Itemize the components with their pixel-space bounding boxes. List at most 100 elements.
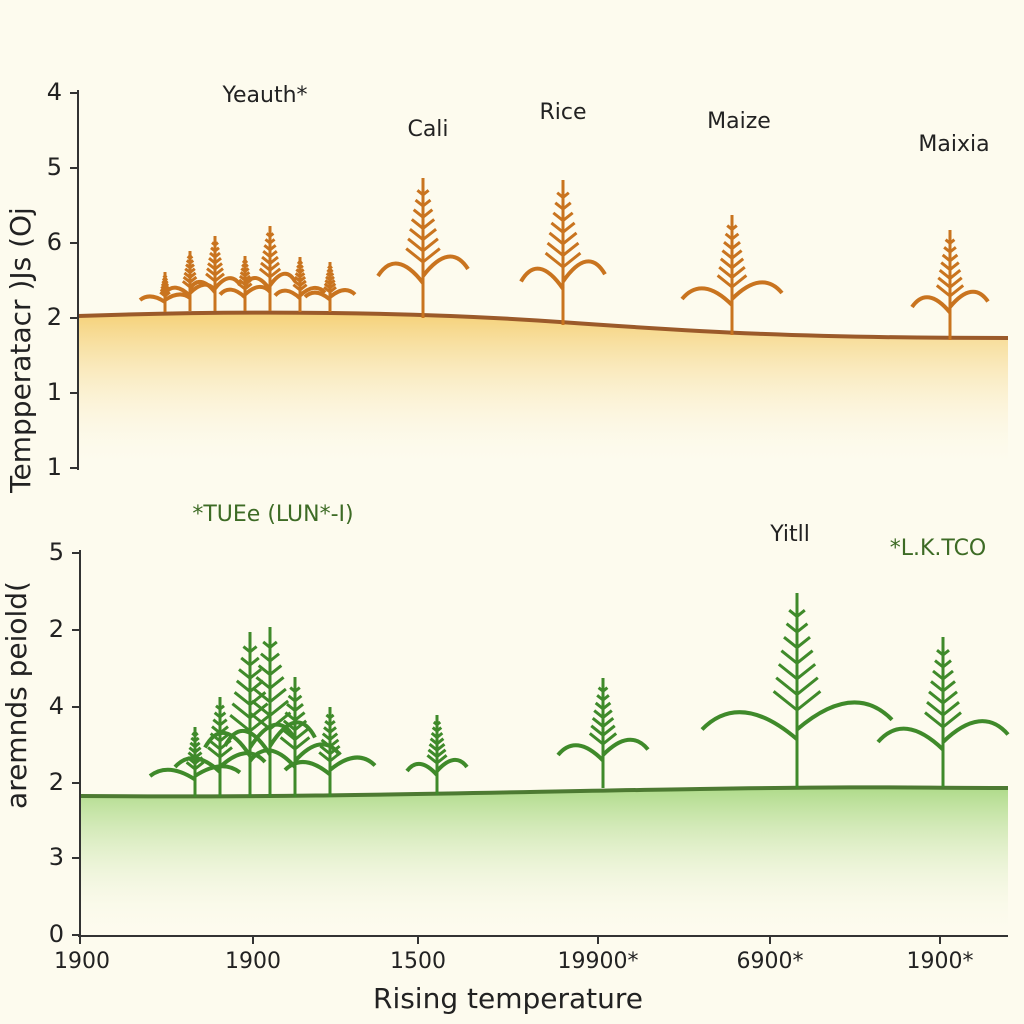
plant-grain bbox=[281, 727, 309, 741]
plant-leaf bbox=[203, 730, 252, 757]
plant-leaf bbox=[876, 726, 945, 751]
plant-grain bbox=[544, 251, 582, 269]
top-ground-fill bbox=[78, 312, 1008, 470]
plant-grain bbox=[253, 687, 287, 703]
note-label: *L.K.TCO bbox=[890, 536, 987, 561]
plant-leaf bbox=[601, 737, 650, 757]
plant-grain bbox=[286, 703, 304, 712]
plant-grain bbox=[597, 686, 609, 693]
plant-leaf bbox=[910, 295, 952, 314]
plant-grain bbox=[184, 267, 196, 274]
plant-grain bbox=[405, 247, 441, 264]
plant-grain bbox=[161, 277, 169, 282]
plant-grain bbox=[546, 241, 580, 257]
plant-grain bbox=[940, 261, 960, 271]
top-ground-line bbox=[77, 310, 1009, 340]
plant-grain bbox=[716, 274, 748, 289]
plant-grain bbox=[213, 711, 227, 719]
plant-grain bbox=[206, 267, 224, 277]
x-axis-label: 1500 bbox=[390, 949, 446, 974]
plant-grain bbox=[719, 257, 745, 269]
plant-grain bbox=[724, 232, 740, 241]
plant-leaf bbox=[243, 276, 272, 291]
axis-label: 4 bbox=[49, 692, 64, 720]
plant-grain bbox=[326, 268, 334, 274]
crop-label: Maixia bbox=[918, 132, 989, 157]
plant-leaf bbox=[303, 290, 332, 302]
plant-leaf bbox=[273, 288, 302, 300]
plant-grain bbox=[161, 279, 169, 285]
axis-label: 2 bbox=[49, 768, 64, 796]
plant-grain bbox=[250, 699, 290, 717]
plant-grain bbox=[325, 275, 335, 282]
plant-grain bbox=[407, 237, 439, 252]
plant-grain bbox=[294, 272, 306, 278]
plant-grain bbox=[785, 622, 809, 634]
plant-leaf bbox=[298, 285, 327, 298]
plant-leaf bbox=[283, 760, 332, 777]
plant-grain bbox=[937, 276, 963, 289]
plant-grain bbox=[431, 726, 443, 733]
plant-grain bbox=[934, 659, 952, 669]
axis-label: 1 bbox=[47, 378, 62, 406]
plant-grain bbox=[324, 719, 336, 727]
plant-grain bbox=[185, 263, 195, 269]
plant-grain bbox=[938, 269, 962, 280]
plant-grain bbox=[279, 736, 311, 751]
x-axis-label: 1900* bbox=[907, 949, 974, 974]
plant-grain bbox=[721, 249, 743, 260]
plant-leaf bbox=[561, 259, 607, 283]
plant-grain bbox=[924, 711, 962, 729]
plant-grain bbox=[182, 275, 198, 284]
plant-grain bbox=[209, 251, 221, 259]
plant-grain bbox=[410, 218, 436, 230]
plant-grain bbox=[788, 608, 806, 618]
crop-label: Yeauth* bbox=[221, 83, 307, 108]
plant-grain bbox=[205, 272, 225, 283]
plant-grain bbox=[432, 720, 442, 726]
plant-leaf bbox=[328, 288, 357, 299]
plant-grain bbox=[261, 255, 279, 265]
plant-grain bbox=[930, 680, 956, 693]
plant-leaf bbox=[941, 719, 1010, 744]
plant-grain bbox=[212, 718, 228, 727]
plant-leaf bbox=[556, 743, 605, 762]
plant-grain bbox=[554, 201, 572, 211]
x-axis-label: 1900 bbox=[225, 949, 281, 974]
plant-grain bbox=[282, 719, 308, 731]
plant-leaf bbox=[223, 728, 272, 756]
plant-grain bbox=[289, 686, 301, 693]
plant-grain bbox=[238, 668, 262, 680]
x-axis-label: 19900* bbox=[558, 949, 639, 974]
plant-leaf bbox=[163, 285, 192, 298]
plant-grain bbox=[594, 701, 612, 710]
bottom-ground-line bbox=[79, 785, 1009, 799]
plant-grain bbox=[412, 208, 434, 219]
plant-grain bbox=[160, 282, 170, 288]
plant-leaf bbox=[138, 294, 167, 304]
x-axis-title: Rising temperature bbox=[373, 982, 643, 1015]
plant-grain bbox=[775, 676, 819, 696]
plant-grain bbox=[264, 238, 276, 245]
plant-leaf bbox=[700, 710, 799, 741]
axis-label: 4 bbox=[47, 78, 62, 106]
plant-grain bbox=[943, 246, 957, 254]
plant-grain bbox=[211, 241, 219, 247]
plant-grain bbox=[428, 743, 446, 752]
plant-leaf bbox=[328, 755, 377, 772]
plant-grain bbox=[240, 656, 260, 667]
axis-label: 3 bbox=[49, 843, 64, 871]
axis-label: 0 bbox=[49, 920, 64, 948]
plant-leaf bbox=[795, 700, 894, 732]
plant-leaf bbox=[376, 261, 425, 285]
plant-grain bbox=[259, 261, 281, 272]
plant-grain bbox=[429, 737, 445, 745]
plant-grain bbox=[185, 259, 195, 265]
note-label: *TUEe (LUN*-I) bbox=[192, 502, 353, 527]
plant-grain bbox=[325, 272, 335, 278]
plant-grain bbox=[723, 241, 741, 250]
axis-title: aremnds peiold( bbox=[0, 581, 33, 809]
plant-grain bbox=[928, 690, 958, 705]
plant-leaf bbox=[173, 756, 222, 774]
plant-grain bbox=[190, 736, 200, 743]
